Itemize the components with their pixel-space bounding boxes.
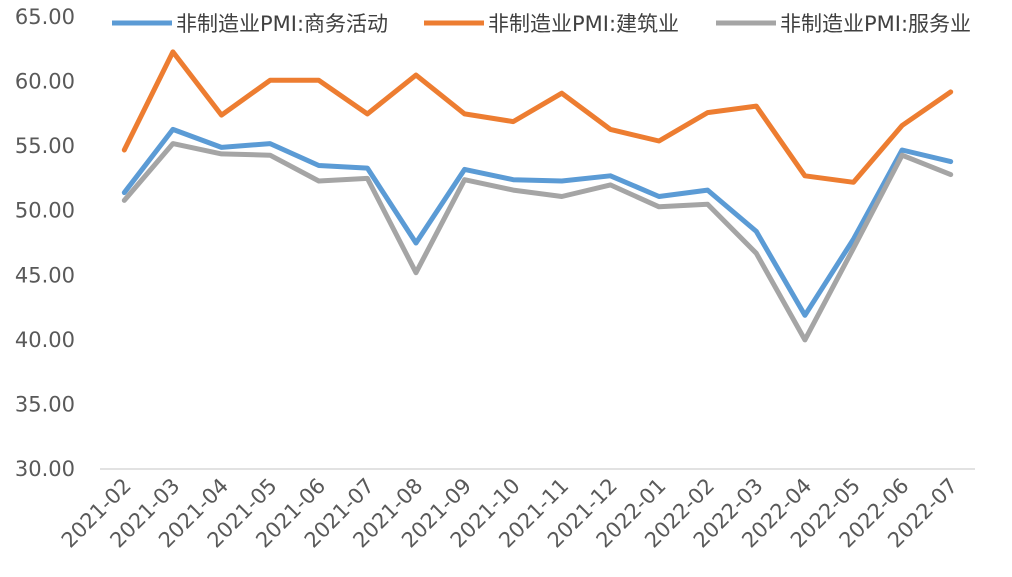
series-line-services [121,141,954,343]
series-line-business-activity [121,126,954,318]
y-tick-label: 40.00 [15,328,75,352]
y-tick-label: 35.00 [15,392,75,416]
y-tick-label: 55.00 [15,134,75,158]
y-tick-label: 50.00 [15,199,75,223]
series-group [121,49,954,343]
y-tick-label: 45.00 [15,263,75,287]
x-axis: 2021-022021-032021-042021-052021-062021-… [57,468,975,553]
y-tick-label: 60.00 [15,70,75,94]
legend-label-services: 非制造业PMI:服务业 [780,12,971,36]
y-tick-label: 30.00 [15,457,75,481]
series-line-construction [121,49,954,185]
y-axis: 30.00 35.00 40.00 45.00 50.00 55.00 60.00 65.00 [15,5,75,481]
legend-item-construction: 非制造业PMI:建筑业 [424,12,679,36]
legend-item-services: 非制造业PMI:服务业 [716,12,971,36]
chart-legend: 非制造业PMI:商务活动 非制造业PMI:建筑业 非制造业PMI:服务业 [112,12,971,36]
legend-item-business-activity: 非制造业PMI:商务活动 [112,12,388,36]
legend-label-construction: 非制造业PMI:建筑业 [488,12,679,36]
y-tick-label: 65.00 [15,5,75,29]
legend-label-business-activity: 非制造业PMI:商务活动 [176,12,388,36]
